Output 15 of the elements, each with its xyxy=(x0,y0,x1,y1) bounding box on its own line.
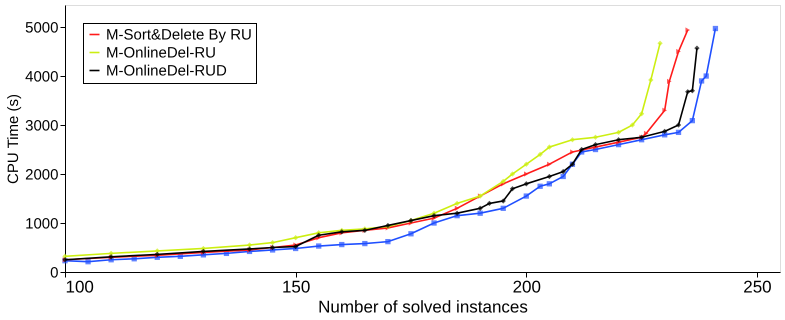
x-tick-label: 200 xyxy=(512,278,541,296)
y-tick-label: 5000 xyxy=(25,20,58,37)
legend-label: M-Sort&Delete By RU xyxy=(106,26,252,44)
x-tick-label: 100 xyxy=(66,278,94,296)
x-tick-label: 150 xyxy=(282,278,310,296)
y-axis-title: CPU Time (s) xyxy=(5,94,22,184)
y-tick-label: 0 xyxy=(50,264,58,282)
x-tick-label: 250 xyxy=(743,278,772,296)
legend-label: M-OnlineDel-RU xyxy=(106,44,216,62)
y-tick-label: 4000 xyxy=(25,68,58,86)
y-tick-label: 2000 xyxy=(25,166,58,184)
legend-label: M-OnlineDel-RUD xyxy=(106,62,228,80)
y-tick-label: 1000 xyxy=(25,216,58,233)
x-axis-title: Number of solved instances xyxy=(318,298,528,316)
y-tick-label: 3000 xyxy=(25,118,58,135)
